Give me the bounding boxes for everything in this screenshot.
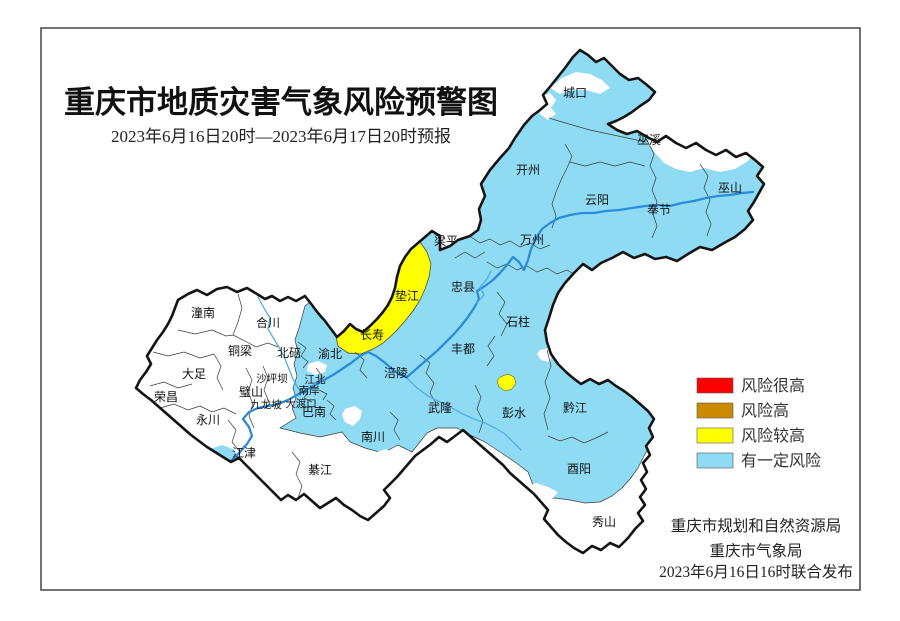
legend-label-relatively-high: 风险较高 (741, 427, 805, 445)
district-label-城口: 城口 (563, 86, 587, 100)
district-label-合川: 合川 (256, 315, 280, 330)
legend-swatch-very-high (696, 377, 734, 394)
district-label-綦江: 綦江 (308, 463, 332, 477)
risk-region-yellow-pengshui-spot (496, 373, 517, 392)
issuer-line-1: 重庆市规划和自然资源局 (671, 517, 842, 535)
legend-label-very-high: 风险很高 (741, 377, 805, 395)
district-label-潼南: 潼南 (191, 305, 215, 320)
district-label-巫山: 巫山 (718, 181, 742, 195)
chongqing-outline (134, 48, 766, 555)
legend-swatch-high (696, 402, 734, 419)
district-boundaries (149, 117, 712, 499)
district-label-垫江: 垫江 (395, 288, 419, 303)
white-patch-nanchuan-south (350, 448, 416, 468)
district-label-巫溪: 巫溪 (637, 133, 661, 147)
district-label-渝北: 渝北 (318, 346, 342, 361)
district-label-江津: 江津 (232, 446, 256, 460)
district-label-云阳: 云阳 (585, 193, 609, 207)
district-label-黔江: 黔江 (563, 400, 587, 415)
district-label-开州: 开州 (516, 163, 540, 177)
white-patch-yubei (307, 361, 327, 375)
district-label-涪陵: 涪陵 (384, 365, 408, 380)
district-label-荣昌: 荣昌 (154, 390, 178, 404)
legend: 风险很高 风险高 风险较高 有一定风险 (696, 377, 821, 470)
issuer-line-2: 重庆市气象局 (709, 542, 802, 560)
district-label-酉阳: 酉阳 (567, 462, 591, 476)
legend-swatch-relatively-high (696, 427, 734, 444)
district-label-巴南: 巴南 (302, 404, 326, 419)
district-label-沙坪坝: 沙坪坝 (256, 372, 288, 385)
district-label-大渡口: 大渡口 (285, 397, 317, 410)
district-label-长寿: 长寿 (360, 328, 384, 342)
district-label-铜梁: 铜梁 (228, 343, 252, 358)
district-label-彭水: 彭水 (502, 406, 526, 420)
district-label-南岸: 南岸 (299, 384, 320, 397)
legend-item-some-risk: 有一定风险 (696, 452, 821, 470)
district-label-万州: 万州 (520, 233, 544, 247)
white-patch-chengkou (550, 72, 610, 94)
district-label-大足: 大足 (182, 367, 206, 381)
district-label-武隆: 武隆 (428, 400, 452, 415)
legend-item-relatively-high: 风险较高 (696, 427, 805, 445)
district-label-璧山: 璧山 (239, 384, 263, 399)
issuer-line-3: 2023年6月16日16时联合发布 (659, 563, 853, 581)
issuer-block: 重庆市规划和自然资源局 重庆市气象局 2023年6月16日16时联合发布 (659, 517, 853, 581)
district-label-忠县: 忠县 (451, 280, 475, 294)
district-label-北碚: 北碚 (277, 345, 301, 360)
district-label-石柱: 石柱 (506, 314, 530, 329)
district-label-永川: 永川 (196, 413, 220, 427)
yangtze-river (220, 190, 755, 469)
page-subtitle: 2023年6月16日20时—2023年6月17日20时预报 (111, 127, 451, 146)
page-title: 重庆市地质灾害气象风险预警图 (64, 85, 498, 120)
district-label-南川: 南川 (361, 429, 385, 444)
legend-label-high: 风险高 (741, 402, 789, 420)
district-label-江北: 江北 (305, 374, 326, 386)
legend-item-very-high: 风险很高 (696, 377, 805, 395)
tributary-rivers (257, 270, 522, 451)
legend-item-high: 风险高 (696, 402, 789, 420)
legend-swatch-some-risk (696, 452, 734, 469)
district-label-梁平: 梁平 (434, 233, 458, 248)
district-label-丰都: 丰都 (451, 342, 475, 356)
district-label-奉节: 奉节 (647, 203, 671, 217)
legend-label-some-risk: 有一定风险 (741, 452, 821, 470)
district-label-九龙坡: 九龙坡 (250, 398, 282, 411)
district-label-秀山: 秀山 (592, 515, 616, 529)
white-patch-banan (342, 406, 362, 426)
